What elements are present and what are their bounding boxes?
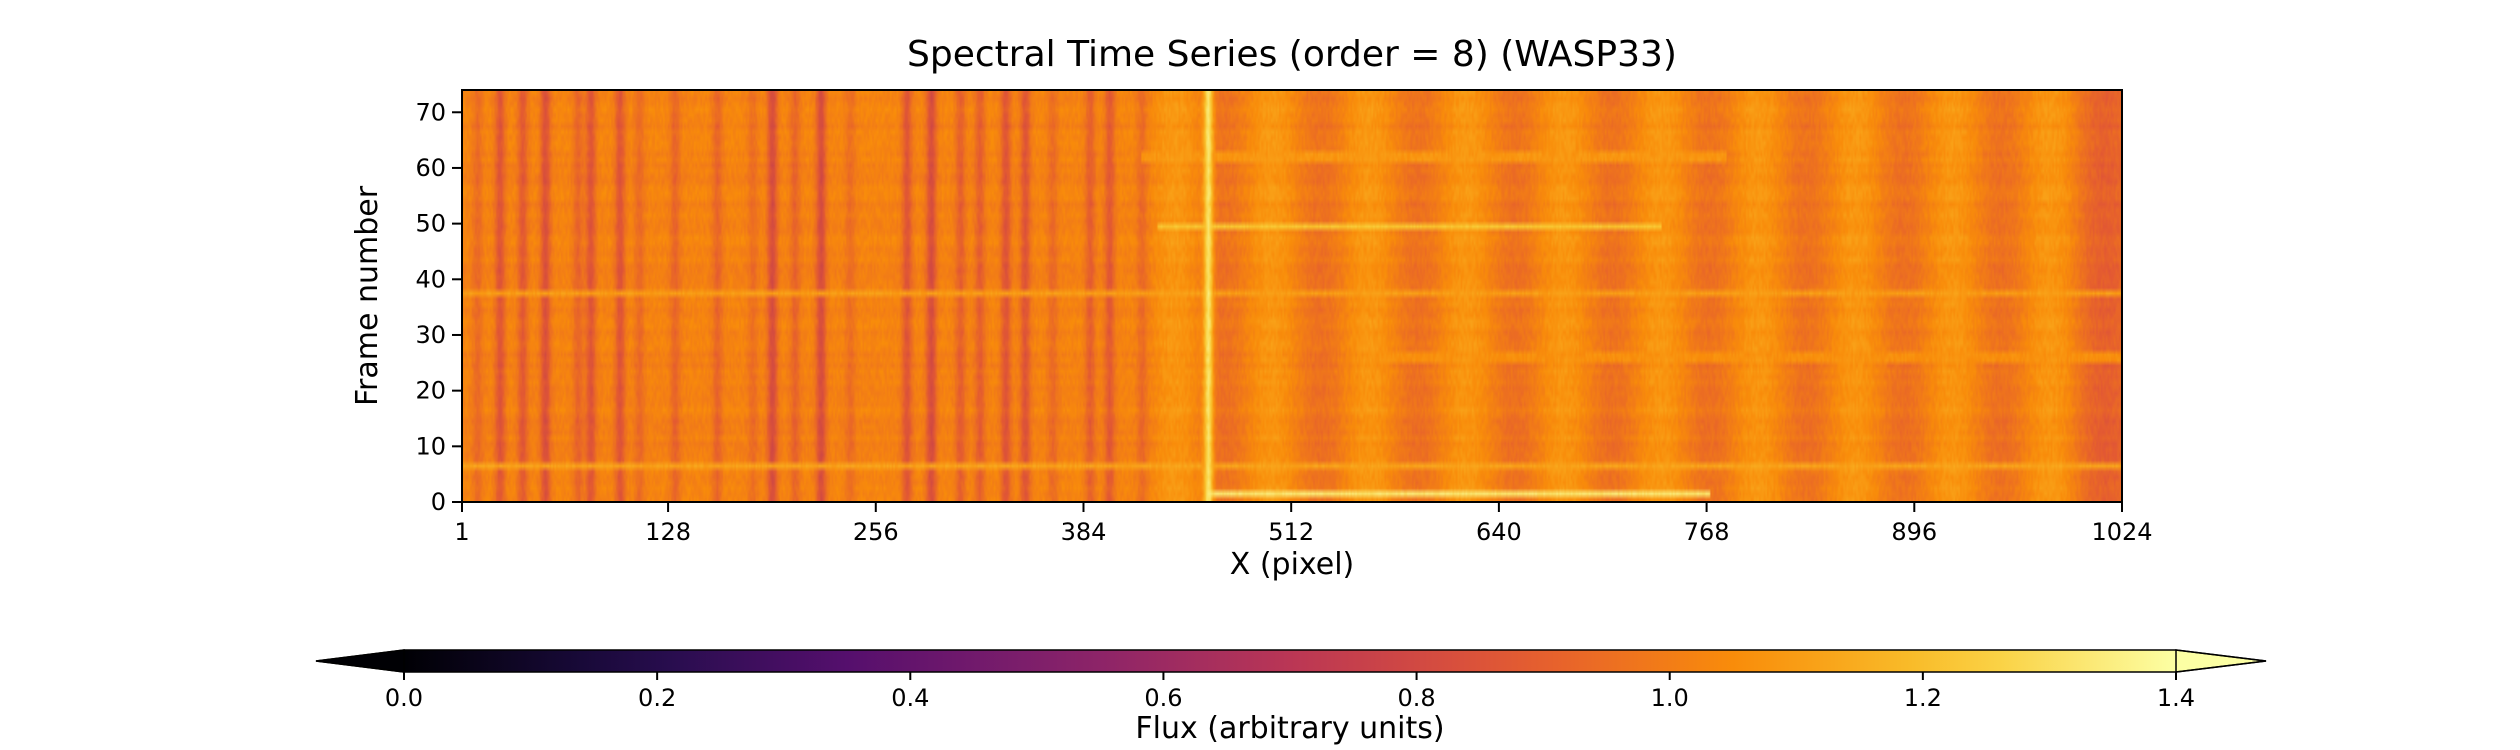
y-tick-label: 0 xyxy=(431,488,446,516)
x-axis-ticks: 1 128 256 384 512 640 768 896 1024 xyxy=(454,502,2153,546)
y-tick-label: 60 xyxy=(415,154,446,182)
y-tick-label: 10 xyxy=(415,432,446,460)
y-tick-label: 50 xyxy=(415,210,446,238)
x-tick-label: 384 xyxy=(1061,518,1107,546)
colorbar-tick-label: 0.0 xyxy=(385,684,423,712)
x-tick-label: 256 xyxy=(853,518,899,546)
x-tick-label: 128 xyxy=(645,518,691,546)
colorbar: 0.0 0.2 0.4 0.6 0.8 1.0 1.2 1.4 Flux (arbitrary… xyxy=(315,649,2267,746)
x-tick-label: 1024 xyxy=(2091,518,2152,546)
colorbar-label: Flux (arbitrary units) xyxy=(1135,711,1444,746)
y-tick-label: 70 xyxy=(415,98,446,126)
colorbar-extend-low xyxy=(315,649,405,673)
colorbar-extend-high xyxy=(2175,649,2267,673)
x-tick-label: 640 xyxy=(1476,518,1522,546)
heatmap xyxy=(461,89,2123,503)
heatmap-image-container xyxy=(462,90,2122,502)
y-axis-ticks: 0 10 20 30 40 50 60 70 xyxy=(415,98,462,516)
colorbar-tick-label: 0.6 xyxy=(1144,684,1182,712)
colorbar-tick-label: 1.0 xyxy=(1651,684,1689,712)
colorbar-tick-label: 1.4 xyxy=(2157,684,2195,712)
colorbar-tick-label: 0.8 xyxy=(1397,684,1435,712)
x-axis-label: X (pixel) xyxy=(1230,547,1355,582)
chart-title: Spectral Time Series (order = 8) (WASP33… xyxy=(907,34,1677,75)
colorbar-bar xyxy=(404,650,2176,672)
colorbar-tick-label: 0.2 xyxy=(638,684,676,712)
y-tick-label: 30 xyxy=(415,321,446,349)
colorbar-tick-label: 0.4 xyxy=(891,684,929,712)
x-tick-label: 1 xyxy=(454,518,469,546)
heatmap-image xyxy=(462,90,2122,502)
colorbar-tick-label: 1.2 xyxy=(1904,684,1942,712)
y-tick-label: 40 xyxy=(415,265,446,293)
colorbar-ticks: 0.0 0.2 0.4 0.6 0.8 1.0 1.2 1.4 xyxy=(385,672,2195,712)
x-tick-label: 512 xyxy=(1268,518,1314,546)
x-tick-label: 768 xyxy=(1684,518,1730,546)
y-tick-label: 20 xyxy=(415,377,446,405)
x-tick-label: 896 xyxy=(1891,518,1937,546)
y-axis-label: Frame number xyxy=(350,185,385,406)
